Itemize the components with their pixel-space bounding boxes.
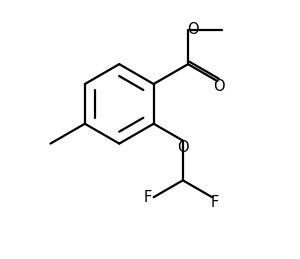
Text: O: O <box>187 21 199 37</box>
Text: F: F <box>143 190 152 205</box>
Text: O: O <box>213 79 224 94</box>
Text: O: O <box>177 140 189 155</box>
Text: F: F <box>211 195 219 210</box>
